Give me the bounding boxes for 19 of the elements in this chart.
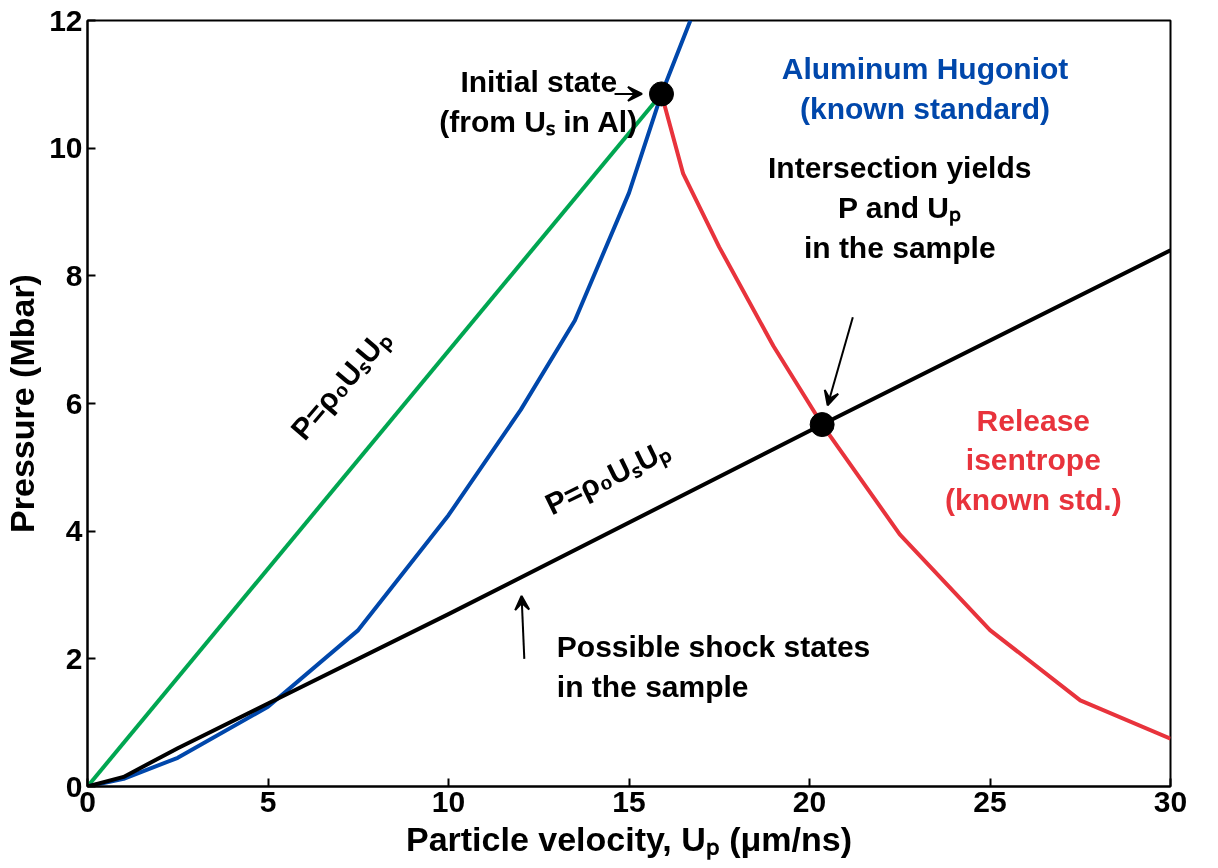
text: Aluminum Hugoniot (known standard): [781, 52, 1069, 126]
y-tick-label: 10: [49, 131, 83, 165]
y-tick-label: 6: [65, 386, 83, 420]
annotation: Possible shock states in the sample: [556, 630, 871, 703]
y-tick-label: 12: [49, 3, 83, 37]
y-tick-label: 4: [65, 514, 83, 548]
x-axis-title: Particle velocity, Uₚ (μm/ns): [405, 819, 853, 860]
annotation: Intersection yields P and Uₚ in the sample: [768, 151, 1032, 264]
x-tick-label: 15: [612, 784, 646, 818]
annotation: Initial state (from Uₛ in Al): [439, 65, 638, 138]
y-axis-title: Pressure (Mbar): [3, 274, 42, 533]
x-tick-label: 25: [973, 784, 1007, 818]
x-tick-label: 30: [1153, 784, 1188, 818]
y-tick-label: 2: [65, 641, 83, 675]
series-label: Release isentrope (known std.): [945, 403, 1122, 516]
x-tick-label: 5: [259, 784, 277, 818]
x-tick-label: 20: [792, 784, 827, 818]
y-tick-label: 8: [65, 258, 83, 292]
x-tick-label: 10: [431, 784, 466, 818]
